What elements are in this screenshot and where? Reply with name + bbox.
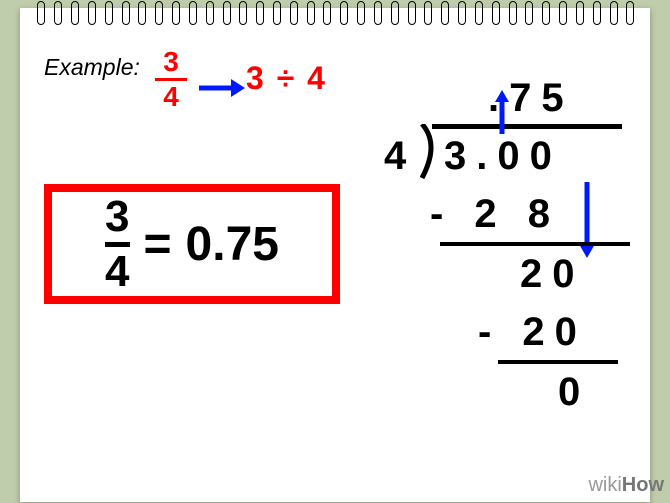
- result-equation: 3 4 = 0.75: [105, 195, 279, 294]
- arrow-down-icon: [578, 180, 596, 258]
- step-bar-1: [440, 242, 630, 246]
- arrow-up-icon: [494, 90, 510, 136]
- watermark-how: How: [622, 474, 664, 496]
- page-content: Example: 3 4 3 ÷ 4 3 4 = 0.75: [20, 8, 650, 502]
- result-decimal: 0.75: [186, 217, 279, 272]
- step-minus-1: - 2 8: [430, 192, 560, 237]
- notebook-page: Example: 3 4 3 ÷ 4 3 4 = 0.75: [20, 8, 650, 502]
- example-fraction: 3 4: [155, 48, 187, 111]
- watermark-wiki: wiki: [588, 474, 621, 496]
- step-result: 0: [558, 370, 590, 415]
- example-fraction-numerator: 3: [155, 48, 187, 76]
- division-expression: 3 ÷ 4: [246, 60, 327, 97]
- example-label: Example:: [44, 54, 140, 81]
- long-division-bar: [432, 124, 622, 129]
- result-highlight-box: 3 4 = 0.75: [44, 184, 340, 304]
- step-bar-2: [498, 360, 618, 364]
- step-carry-1: 20: [520, 252, 585, 297]
- divisor: 4: [384, 134, 416, 179]
- watermark: wikiHow: [588, 474, 664, 497]
- arrow-right-icon: [197, 77, 245, 99]
- result-fraction-bar: [105, 242, 129, 247]
- example-fraction-denominator: 4: [155, 83, 187, 111]
- result-fraction-denominator: 4: [105, 250, 129, 294]
- result-fraction: 3 4: [105, 195, 129, 294]
- step-minus-2: - 20: [478, 310, 587, 355]
- equals-sign: =: [144, 217, 172, 272]
- result-fraction-numerator: 3: [105, 195, 129, 239]
- dividend: 3.00: [444, 134, 562, 179]
- division-bracket-icon: [420, 124, 444, 180]
